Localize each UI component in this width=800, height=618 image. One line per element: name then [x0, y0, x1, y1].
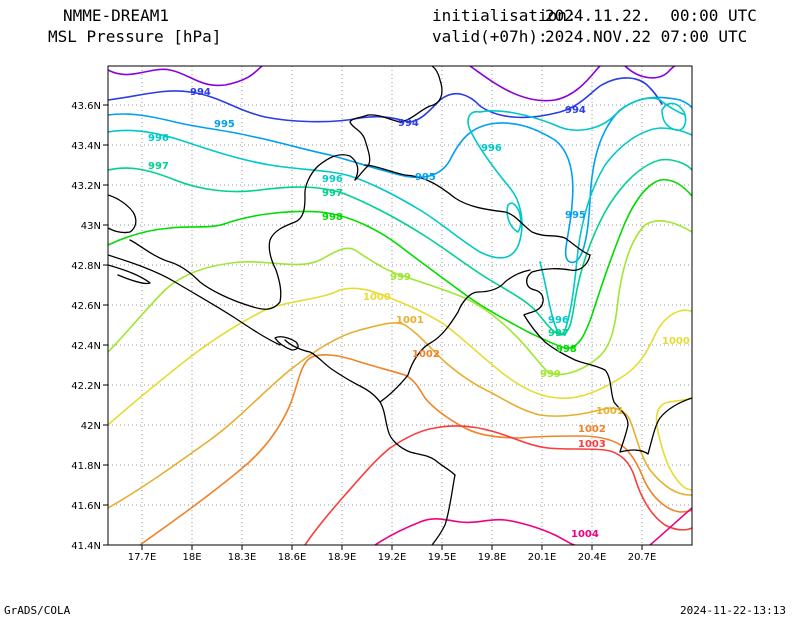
lat-tick-label: 43.4N — [71, 141, 101, 152]
isobar-993 — [108, 66, 263, 87]
lon-tick-label: 18.6E — [278, 552, 307, 563]
contour-label: 994 — [565, 105, 586, 116]
contour-label: 1004 — [571, 529, 599, 540]
isobar-996d — [506, 202, 522, 233]
contour-label: 995 — [565, 210, 586, 221]
contour-label: 1003 — [578, 439, 606, 450]
contour-label: 996 — [322, 174, 343, 185]
contour-label: 997 — [148, 161, 169, 172]
tick-marks — [103, 104, 643, 550]
lon-labels: 17.7E 18E 18.3E 18.6E 18.9E 19.2E 19.5E … — [128, 552, 657, 563]
lat-tick-label: 42.6N — [71, 301, 101, 312]
lon-tick-label: 18.9E — [328, 552, 357, 563]
lat-tick-label: 42.4N — [71, 341, 101, 352]
lon-tick-label: 20.1E — [528, 552, 557, 563]
contour-label: 994 — [398, 118, 419, 129]
lat-labels: 43.6N 43.4N 43.2N 43N 42.8N 42.6N 42.4N … — [71, 101, 101, 552]
isobar-996-loop — [661, 102, 687, 132]
contour-label: 1000 — [363, 292, 391, 303]
isobar-1003 — [304, 425, 692, 545]
contour-label: 996 — [148, 133, 169, 144]
isobar-993b — [469, 66, 601, 102]
isobar-1000 — [108, 287, 692, 426]
footer-right: 2024-11-22-13:13 — [680, 604, 786, 617]
field-name: MSL Pressure [hPa] — [48, 27, 222, 46]
isobar-1002 — [139, 353, 692, 545]
lon-tick-label: 19.8E — [478, 552, 507, 563]
isobar-1004b — [649, 507, 692, 545]
contour-label: 996 — [548, 315, 569, 326]
isobar-997 — [108, 158, 692, 336]
contour-label: 1001 — [396, 315, 424, 326]
isobar-998 — [108, 178, 692, 349]
init-value: 2024.11.22. 00:00 UTC — [545, 6, 757, 25]
lon-tick-label: 18.3E — [228, 552, 257, 563]
valid-label: valid(+07h): — [432, 27, 548, 46]
valid-value: 2024.NOV.22 07:00 UTC — [545, 27, 748, 46]
grid-lines — [108, 66, 692, 545]
lat-tick-label: 43.2N — [71, 181, 101, 192]
lon-tick-label: 19.5E — [428, 552, 457, 563]
contour-label: 1002 — [578, 424, 606, 435]
footer-left: GrADS/COLA — [4, 604, 71, 617]
contour-label: 998 — [322, 212, 343, 223]
lon-tick-label: 19.2E — [378, 552, 407, 563]
contour-label: 1002 — [412, 349, 440, 360]
lon-tick-label: 18E — [182, 552, 201, 563]
lat-tick-label: 43N — [81, 221, 101, 232]
lat-tick-label: 41.8N — [71, 461, 101, 472]
isobar-996 — [108, 110, 523, 259]
lon-tick-label: 17.7E — [128, 552, 157, 563]
isobar-1000b — [655, 397, 692, 491]
isobar-996c — [539, 127, 692, 335]
contour-label: 996 — [481, 143, 502, 154]
lon-tick-label: 20.4E — [578, 552, 607, 563]
isobar-1004 — [374, 518, 576, 545]
lat-tick-label: 42.2N — [71, 381, 101, 392]
contour-label: 999 — [540, 369, 561, 380]
isobar-1001 — [108, 322, 692, 509]
isobar-995 — [108, 96, 692, 264]
contour-label: 1000 — [662, 336, 690, 347]
contour-label: 999 — [390, 272, 411, 283]
contour-labels: 994 994 994 995 995 995 996 996 996 996 … — [148, 87, 690, 540]
contour-label: 994 — [190, 87, 211, 98]
contour-label: 995 — [415, 172, 436, 183]
model-name: NMME-DREAM1 — [63, 6, 169, 25]
coastlines — [108, 66, 692, 545]
contour-label: 1001 — [596, 406, 624, 417]
isobar-999 — [108, 220, 692, 376]
lat-tick-label: 41.6N — [71, 501, 101, 512]
lat-tick-label: 42N — [81, 421, 101, 432]
isobar-993c — [624, 66, 676, 79]
lat-tick-label: 41.4N — [71, 541, 101, 552]
lat-tick-label: 43.6N — [71, 101, 101, 112]
lat-tick-label: 42.8N — [71, 261, 101, 272]
init-label: initialisation: — [432, 6, 577, 25]
contour-label: 997 — [548, 328, 569, 339]
contour-label: 997 — [322, 188, 343, 199]
contour-label: 995 — [214, 119, 235, 130]
contour-label: 998 — [556, 344, 577, 355]
lon-tick-label: 20.7E — [628, 552, 657, 563]
